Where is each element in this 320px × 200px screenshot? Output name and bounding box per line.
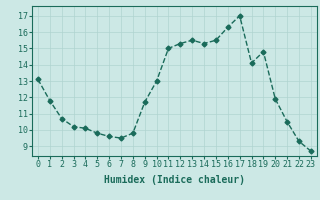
X-axis label: Humidex (Indice chaleur): Humidex (Indice chaleur) bbox=[104, 175, 245, 185]
